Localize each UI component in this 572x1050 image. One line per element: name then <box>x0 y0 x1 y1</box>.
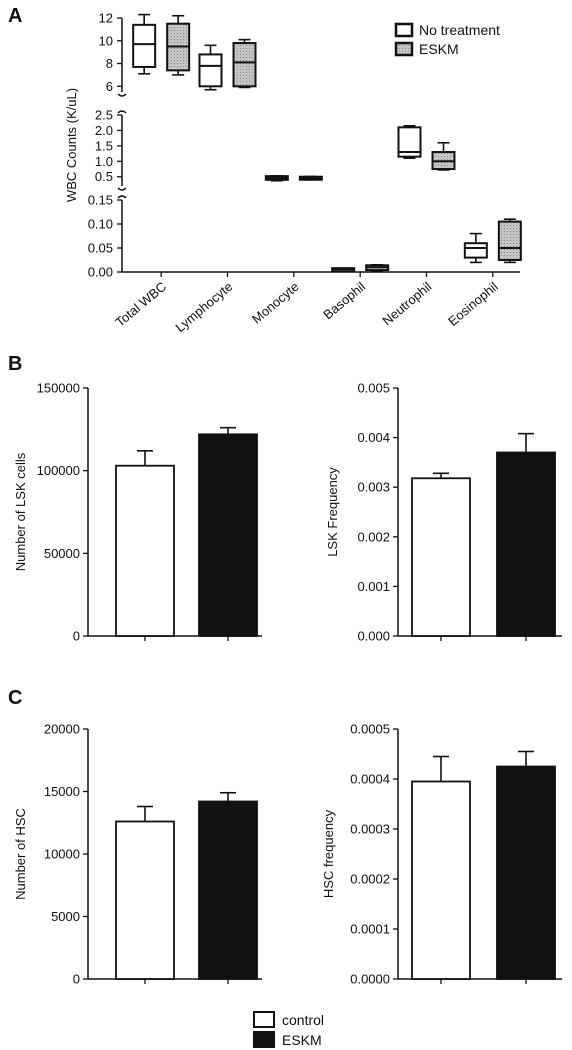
number-of-lsk-cells-bar-eskm <box>198 433 258 637</box>
number-of-lsk-cells-y-axis-label: Number of LSK cells <box>13 452 28 571</box>
box-eskm-eosinophil <box>497 218 522 264</box>
panel-a-y-tick-label: 0.10 <box>88 217 113 232</box>
box-no-treatment-lymphocyte <box>198 44 223 91</box>
panel-a-y-tick-label: 2.0 <box>95 123 113 138</box>
chart-lsk-frequency: 0.000 0.001 0.002 0.003 0.004 0.005 LSK Freque… <box>325 381 562 644</box>
panel-a-ticks: 6 8 10 12 0.51.01.52.02.5 0.00 0.05 0.10 0.15 <box>88 11 122 280</box>
hsc-frequency-y-tick-label: 0.0003 <box>350 822 390 837</box>
number-of-lsk-cells-bar-control <box>115 464 175 637</box>
panel-a-y-tick-label: 1.5 <box>95 138 113 153</box>
category-label-monocyte: Monocyte <box>249 279 302 327</box>
lsk-frequency-y-tick-label: 0.000 <box>357 629 390 644</box>
box-no-treatment-monocyte <box>264 175 289 182</box>
legend-label-eskm: ESKM <box>419 41 459 57</box>
number-of-hsc-y-axis-label: Number of HSC <box>13 808 28 900</box>
box-eskm-lymphocyte <box>232 38 257 89</box>
chart-number-of-hsc: 0 5000 10000 15000 20000 Number of HSC <box>13 722 262 987</box>
number-of-lsk-cells-y-tick-label: 150000 <box>37 381 80 396</box>
panel-a-y-tick-label: 0.00 <box>88 265 113 280</box>
panel-a-boxes <box>132 13 522 273</box>
panel-a-y-tick-label: 8 <box>106 56 113 71</box>
number-of-hsc-y-tick-label: 10000 <box>44 847 80 862</box>
box-eskm-neutrophil <box>431 141 456 171</box>
panel-a-y-tick-label: 2.5 <box>95 108 113 123</box>
legend-label-no-treatment: No treatment <box>419 22 500 38</box>
box-eskm-eosinophil-body <box>497 220 522 262</box>
hsc-frequency-y-tick-label: 0.0000 <box>350 972 390 987</box>
legend-label-control: control <box>282 1012 324 1028</box>
panel-a-y-tick-label: 0.5 <box>95 169 113 184</box>
number-of-hsc-y-tick-label: 5000 <box>51 909 80 924</box>
panel-a-axis-break-bottom-1 <box>117 110 127 114</box>
chart-number-of-lsk-cells: 0 50000 100000 150000 Number of LSK cells <box>13 381 262 644</box>
legend-swatch-no-treatment <box>394 22 414 38</box>
lsk-frequency-bar-control <box>411 477 471 637</box>
lsk-frequency-y-tick-label: 0.004 <box>357 430 390 445</box>
category-label-total-wbc: Total WBC <box>112 279 169 330</box>
category-label-lymphocyte: Lymphocyte <box>172 279 235 335</box>
box-eskm-total-wbc <box>166 14 191 76</box>
hsc-frequency-bar-control <box>411 780 471 980</box>
box-eskm-basophil <box>365 263 390 272</box>
legend-swatch-eskm <box>394 41 414 57</box>
lsk-frequency-y-tick-label: 0.003 <box>357 480 390 495</box>
number-of-lsk-cells-y-tick-label: 100000 <box>37 463 80 478</box>
hsc-frequency-y-tick-label: 0.0005 <box>350 722 390 737</box>
panel-a-axis-break-top-2 <box>117 187 127 191</box>
panel-a-axis-break-bottom-2 <box>117 195 127 199</box>
panel-a-y-tick-label: 0.05 <box>88 241 113 256</box>
box-eskm-monocyte <box>298 175 323 181</box>
lsk-frequency-y-tick-label: 0.001 <box>357 579 390 594</box>
panel-a-axes <box>117 18 520 273</box>
box-no-treatment-total-wbc <box>132 13 157 75</box>
legend-swatch-control <box>253 1011 275 1028</box>
panel-label-c: C <box>8 687 22 709</box>
number-of-hsc-bar-control <box>115 820 175 980</box>
number-of-hsc-y-tick-label: 0 <box>73 972 80 987</box>
number-of-hsc-y-tick-label: 15000 <box>44 784 80 799</box>
lsk-frequency-y-tick-label: 0.005 <box>357 381 390 396</box>
hsc-frequency-bar-eskm <box>496 765 556 980</box>
panel-a-y-tick-label: 1.0 <box>95 154 113 169</box>
number-of-lsk-cells-y-tick-label: 50000 <box>44 546 80 561</box>
bottom-legend: control ESKM <box>253 1011 324 1048</box>
panel-a-legend: No treatment ESKM <box>394 22 500 57</box>
box-no-treatment-basophil <box>331 267 356 273</box>
hsc-frequency-y-tick-label: 0.0001 <box>350 922 390 937</box>
panel-a-axis-break-top-1 <box>117 93 127 97</box>
hsc-frequency-y-tick-label: 0.0002 <box>350 872 390 887</box>
lsk-frequency-y-tick-label: 0.002 <box>357 529 390 544</box>
chart-hsc-frequency: 0.0000 0.0001 0.0002 0.0003 0.0004 0.0005 HSC … <box>321 722 562 987</box>
panel-a-y-tick-label: 0.15 <box>88 193 113 208</box>
box-no-treatment-neutrophil-body <box>397 126 422 158</box>
box-no-treatment-eosinophil-body <box>463 242 488 259</box>
box-no-treatment-total-wbc-body <box>132 23 157 68</box>
number-of-lsk-cells-y-tick-label: 0 <box>73 629 80 644</box>
lsk-frequency-y-axis-label: LSK Frequency <box>325 467 340 557</box>
box-no-treatment-eosinophil <box>463 232 488 264</box>
panel-a-y-axis-label: WBC Counts (K/uL) <box>64 88 79 202</box>
legend-label-eskm-bar: ESKM <box>282 1032 322 1048</box>
lsk-frequency-bar-eskm <box>496 451 556 637</box>
panel-a-y-tick-label: 10 <box>99 33 113 48</box>
category-label-neutrophil: Neutrophil <box>379 279 434 329</box>
panel-label-a: A <box>8 5 22 27</box>
number-of-hsc-bar-eskm <box>198 800 258 980</box>
box-eskm-lymphocyte-body <box>232 42 257 88</box>
panel-label-b: B <box>8 353 22 375</box>
box-no-treatment-neutrophil <box>397 125 422 160</box>
panel-a-y-tick-label: 6 <box>106 79 113 94</box>
number-of-hsc-y-tick-label: 20000 <box>44 722 80 737</box>
panel-a-category-labels: Total WBC Lymphocyte Monocyte Basophil Neutr… <box>112 272 501 335</box>
category-label-basophil: Basophil <box>320 279 368 323</box>
box-no-treatment-lymphocyte-body <box>198 53 223 88</box>
panel-a-boxplot: WBC Counts (K/uL) 6 8 10 12 0.51.01.52.02.5 0… <box>64 11 522 335</box>
hsc-frequency-y-tick-label: 0.0004 <box>350 772 390 787</box>
category-label-eosinophil: Eosinophil <box>445 279 501 329</box>
panel-a-y-tick-label: 12 <box>99 11 113 26</box>
hsc-frequency-y-axis-label: HSC frequency <box>321 809 336 898</box>
legend-swatch-eskm-bar <box>253 1031 275 1048</box>
